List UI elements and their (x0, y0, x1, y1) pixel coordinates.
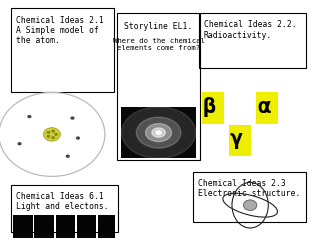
Bar (98, 215, 115, 238)
Text: γ: γ (230, 129, 243, 149)
Circle shape (27, 115, 32, 118)
Circle shape (52, 136, 55, 139)
Text: β: β (203, 97, 216, 117)
FancyBboxPatch shape (193, 172, 306, 222)
FancyBboxPatch shape (11, 185, 118, 232)
Circle shape (66, 155, 70, 158)
Ellipse shape (122, 107, 196, 158)
Bar (122, 107, 196, 158)
Bar (77, 215, 96, 238)
Text: Storyline EL1.: Storyline EL1. (124, 22, 193, 31)
Bar (55, 215, 75, 238)
Circle shape (44, 128, 60, 141)
FancyBboxPatch shape (11, 8, 114, 92)
Circle shape (47, 135, 50, 138)
Bar (256, 92, 278, 124)
Ellipse shape (146, 124, 172, 142)
Circle shape (17, 142, 22, 145)
Circle shape (70, 116, 75, 120)
Circle shape (76, 136, 80, 140)
Bar (202, 92, 223, 124)
Ellipse shape (152, 128, 165, 137)
Bar (34, 215, 54, 238)
Bar (13, 215, 33, 238)
Text: Chemical Ideas 6.1
Light and electons.: Chemical Ideas 6.1 Light and electons. (16, 192, 109, 211)
Circle shape (54, 133, 58, 136)
Text: Chemical Ideas 2.1
A Simple model of
the atom.: Chemical Ideas 2.1 A Simple model of the… (16, 16, 104, 45)
Text: Where do the chemical
elements come from?: Where do the chemical elements come from… (113, 38, 204, 51)
Text: α: α (257, 97, 270, 117)
Bar (229, 125, 251, 156)
Circle shape (244, 200, 257, 210)
Ellipse shape (136, 117, 181, 148)
Text: Chemical Ideas 2.2.
Radioactivity.: Chemical Ideas 2.2. Radioactivity. (204, 20, 296, 40)
Ellipse shape (156, 131, 161, 134)
Circle shape (52, 130, 55, 133)
Circle shape (47, 131, 50, 134)
Text: Chemical Ideas 2.3
Electronic structure.: Chemical Ideas 2.3 Electronic structure. (198, 179, 300, 198)
FancyBboxPatch shape (199, 13, 306, 68)
